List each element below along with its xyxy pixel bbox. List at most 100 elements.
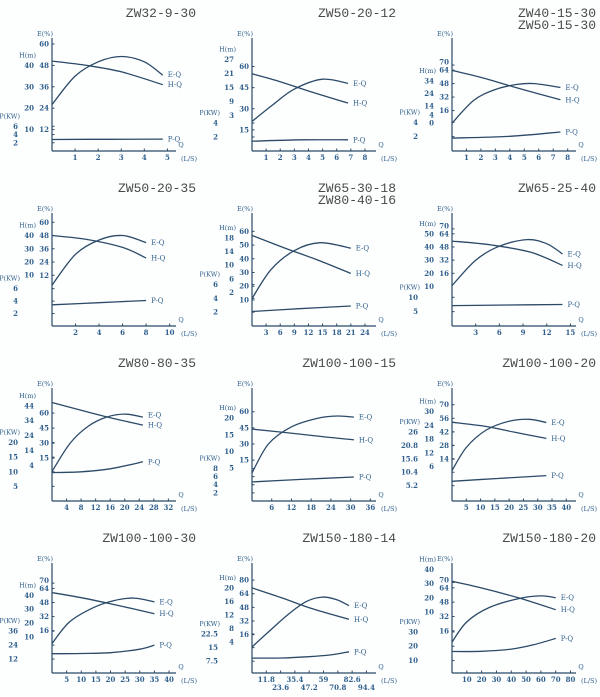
h-axis-tick-label: 34 [424,77,434,86]
p-axis-tick-label: 10 [8,467,18,476]
h-axis-label: H(m) [419,398,436,406]
chart-title: ZW100-100-30 [102,531,196,546]
h-axis-tick-label: 14 [424,101,434,110]
e-axis-tick-label: 48 [39,61,49,70]
h-axis-tick-label: 30 [24,244,34,253]
p-q-curve-label: P-Q [551,472,564,480]
h-axis-tick-label: 10 [224,447,234,456]
x-tick-label: 40 [561,503,571,512]
x-axis-unit: (L/S) [581,330,597,338]
e-q-curve [51,234,147,286]
p-axis-tick-label: 5 [413,307,418,316]
p-q-curve-label: P-Q [568,301,581,309]
h-axis-tick-label: 10 [424,282,434,291]
x-tick-label: 15 [91,675,101,684]
x-axis-unit: (L/S) [381,677,397,685]
e-q-curve [51,55,164,106]
e-q-curve-label: E-Q [354,602,368,610]
x-tick-label: 59 [319,675,329,684]
x-tick-label: 12 [304,328,314,337]
chart-title: ZW50-15-30 [518,18,596,33]
x-tick-label: 18 [306,503,316,512]
p-axis-tick-label: 10 [408,293,418,302]
x-tick-label: 15 [566,328,576,337]
x-tick-label: 4 [64,503,69,512]
p-axis-tick-label: 2 [213,488,218,497]
h-axis-tick-label: 30 [24,605,34,614]
h-axis-tick-label: 6 [429,462,434,471]
p-axis-tick-label: 22.5 [201,630,218,639]
e-axis-tick-label: 64 [439,583,449,592]
p-axis-tick-label: 7.5 [206,657,218,666]
x-axis-unit: (L/S) [381,505,397,513]
p-axis-label: P(KW) [0,112,20,120]
h-axis-tick-label: 3 [229,111,234,120]
h-q-curve-label: H-Q [354,616,368,624]
chart-title: ZW150-180-20 [502,531,596,546]
h-axis-tick-label: 20 [224,583,234,592]
x-tick-label: 4 [507,153,512,162]
p-axis-tick-label: 2 [213,308,218,317]
p-q-curve [251,651,350,659]
h-q-curve-label: H-Q [148,422,162,430]
x-tick-label: 2 [73,328,78,337]
p-axis-tick-label: 24 [8,641,18,650]
pump-chart-zw80-80-35: ZW80-80-354 8 12 16 20 24 28 32Q(L/S)15304560E(… [0,356,197,513]
x-tick-label: 2 [96,153,101,162]
e-axis-tick-label: 60 [39,218,49,227]
e-axis-tick-label: 32 [439,256,449,265]
x-tick-label: 28 [149,503,159,512]
e-q-curve [451,418,547,471]
e-axis-tick-label: 60 [239,407,249,416]
p-axis-tick-label: 4 [213,294,218,303]
e-axis-label: E(%) [237,205,253,213]
x-tick-label: 12 [287,503,297,512]
x-tick-label: 3 [473,328,478,337]
x-tick-label: 35 [150,675,160,684]
h-axis-tick-label: 16 [224,597,234,606]
h-axis-tick-label: 20 [424,269,434,278]
e-q-curve [451,82,561,124]
h-q-curve [451,421,547,440]
p-axis-tick-label: 15.6 [401,454,418,463]
h-axis-tick-label: 24 [424,421,434,430]
e-axis-tick-label: 70 [439,221,449,230]
x-tick-label: 40 [164,675,174,684]
p-axis-tick-label: 4 [13,297,18,306]
p-q-curve-label: P-Q [356,303,369,311]
h-axis-tick-label: 14 [24,446,34,455]
e-axis-tick-label: 28 [439,441,449,450]
x-tick-label: 5 [320,153,325,162]
h-axis-tick-label: 44 [24,401,34,410]
h-axis-tick-label: 15 [224,430,234,439]
h-axis-tick-label: 30 [424,256,434,265]
e-axis-tick-label: 60 [39,409,49,418]
p-q-curve-label: P-Q [565,129,578,137]
x-tick-label: 60 [536,675,546,684]
e-axis-tick-label: 14 [439,455,449,464]
chart-title: ZW50-20-12 [318,6,396,21]
p-q-curve-label: P-Q [353,136,366,144]
e-axis-tick-label: 32 [239,617,249,626]
h-axis-tick-label: 20 [424,593,434,602]
h-axis-tick-label: 10 [24,125,34,134]
h-axis-tick-label: 2 [229,288,234,297]
h-axis-tick-label: 24 [24,431,34,440]
p-axis-tick-label: 36 [8,627,18,636]
e-axis-tick-label: 30 [39,439,49,448]
pump-chart-zw100-100-15: ZW100-100-156 12 18 24 30 36Q(L/S)15304560E(%… [200,356,397,513]
x-tick-label: 24 [360,328,370,337]
e-axis-label: E(%) [437,30,453,38]
e-q-curve-label: E-Q [356,245,370,253]
p-axis-tick-label: 26 [408,427,418,436]
e-axis-label: E(%) [237,30,253,38]
e-axis-tick-label: 60 [239,62,249,71]
x-tick-label: 1 [464,153,469,162]
x-tick-label: 25 [120,675,130,684]
e-axis-label: E(%) [437,205,453,213]
e-axis-tick-label: 36 [39,82,49,91]
p-axis-label: P(KW) [400,618,420,626]
e-axis-tick-label: 64 [439,229,449,238]
